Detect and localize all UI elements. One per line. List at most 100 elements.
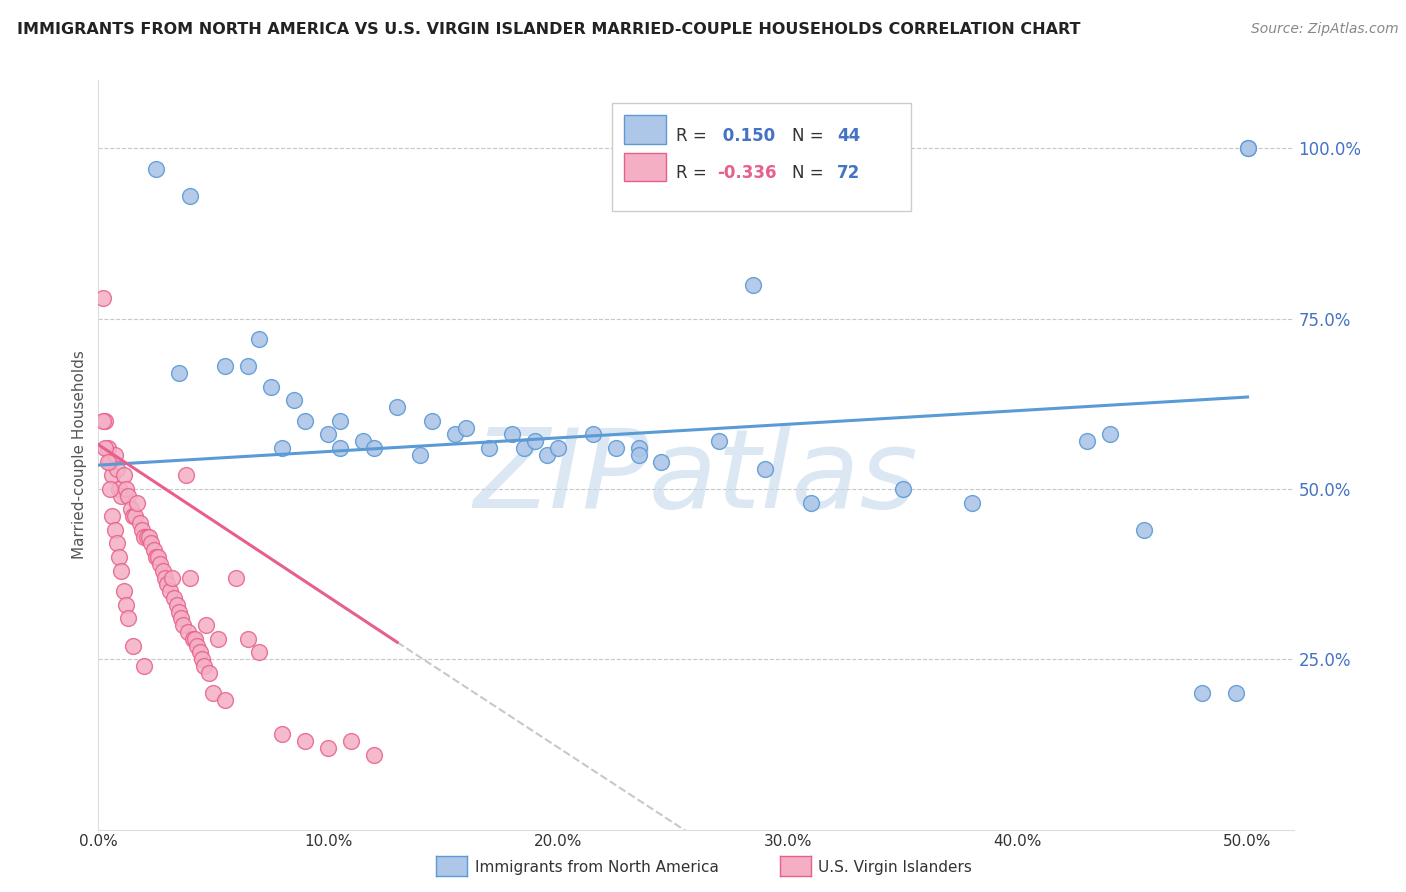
Point [145,161,167,176]
Point [172,618,194,632]
Text: -0.336: -0.336 [717,164,778,182]
Point [135,530,157,544]
Point [138,530,160,544]
Point [247,645,270,659]
Point [536,448,558,462]
Point [236,632,259,646]
Point [363,747,385,762]
Point [742,277,765,292]
Text: ZIPatlas: ZIPatlas [474,424,918,531]
Point [707,434,730,449]
Point [131,523,153,537]
Point [170,611,193,625]
Point [174,468,197,483]
Point [167,366,190,380]
Point [117,611,139,625]
Point [103,448,125,462]
Point [214,359,236,374]
Point [236,359,259,374]
Point [197,665,219,680]
Point [385,401,409,415]
Point [1076,434,1098,449]
Point [605,441,627,455]
Point [627,441,650,455]
Point [1098,427,1121,442]
Point [1225,686,1247,700]
Point [101,468,124,483]
Point [127,495,149,509]
Point [91,291,114,305]
Point [103,523,125,537]
Point [91,414,114,428]
Point [97,455,120,469]
Point [108,482,131,496]
Point [153,570,176,584]
Point [1133,523,1156,537]
Point [193,659,215,673]
Text: 44: 44 [837,127,860,145]
Point [141,536,163,550]
Point [112,468,135,483]
Point [340,734,363,748]
Point [98,455,121,469]
Point [754,461,776,475]
Point [134,530,156,544]
Text: 72: 72 [837,164,860,182]
Point [247,332,270,346]
Point [124,509,146,524]
Point [105,536,128,550]
Text: R =: R = [676,164,711,182]
Text: R =: R = [676,127,711,145]
Text: N =: N = [792,127,828,145]
Point [191,652,214,666]
Point [329,414,352,428]
Point [329,441,352,455]
Point [97,441,120,455]
Point [409,448,432,462]
Point [650,455,672,469]
Point [128,516,150,530]
Point [195,618,218,632]
Text: N =: N = [792,164,828,182]
Point [1236,141,1258,155]
Point [363,441,385,455]
FancyBboxPatch shape [624,115,666,144]
Point [142,543,165,558]
Point [316,740,339,755]
Point [960,495,983,509]
Point [98,482,121,496]
Point [512,441,534,455]
Point [134,659,156,673]
Point [179,189,201,203]
Point [294,734,316,748]
Point [800,495,823,509]
Text: U.S. Virgin Islanders: U.S. Virgin Islanders [818,860,972,874]
Point [207,632,229,646]
Point [179,570,201,584]
Point [166,598,188,612]
Point [184,632,207,646]
Point [524,434,547,449]
Point [122,509,145,524]
Point [202,686,225,700]
Point [260,380,283,394]
Point [163,591,186,605]
FancyBboxPatch shape [624,153,666,181]
Point [159,584,181,599]
Y-axis label: Married-couple Households: Married-couple Households [72,351,87,559]
Point [122,639,145,653]
Point [108,550,131,565]
Point [94,414,117,428]
Point [316,427,339,442]
Point [148,550,170,565]
Point [456,420,478,434]
Point [120,502,142,516]
Point [110,564,132,578]
Point [160,570,183,584]
Point [105,461,128,475]
Point [156,577,179,591]
Point [115,482,138,496]
Point [271,441,294,455]
Point [145,550,167,565]
Point [117,489,139,503]
